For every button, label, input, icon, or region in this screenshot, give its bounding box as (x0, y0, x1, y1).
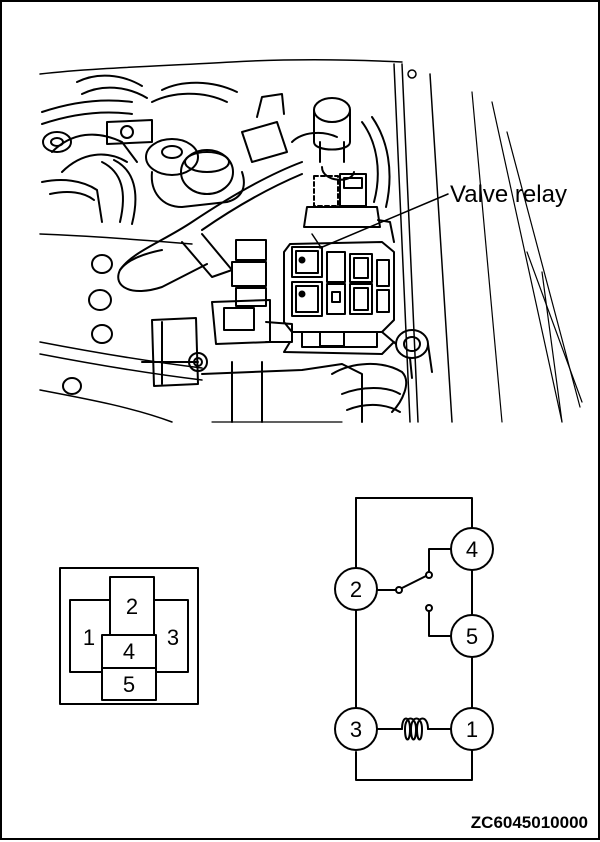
relay-box (283, 219, 395, 355)
figure-code: ZC6045010000 (471, 813, 588, 832)
circuit-label-4: 4 (466, 537, 478, 562)
circuit-label-5: 5 (466, 624, 478, 649)
circuit-terminal-4 (450, 527, 494, 571)
relay-circuit-diagram (334, 497, 494, 781)
valve-relay-label: Valve relay (450, 181, 567, 208)
connector-pin-5: 5 (123, 672, 135, 697)
circuit-terminal-3 (334, 707, 378, 751)
circuit-label-1: 1 (466, 717, 478, 742)
connector-pin-2: 2 (126, 594, 138, 619)
connector-pin-4: 4 (123, 639, 135, 664)
connector-pin-1: 1 (83, 625, 95, 650)
circuit-label-2: 2 (350, 577, 362, 602)
circuit-label-3: 3 (350, 717, 362, 742)
engine-bay-illustration (39, 58, 583, 423)
circuit-terminal-1 (450, 707, 494, 751)
connector-face-view (59, 567, 199, 705)
circuit-terminal-2 (334, 567, 378, 611)
circuit-terminal-5 (450, 614, 494, 658)
connector-pin-3: 3 (167, 625, 179, 650)
callout-leader-line (319, 193, 449, 249)
